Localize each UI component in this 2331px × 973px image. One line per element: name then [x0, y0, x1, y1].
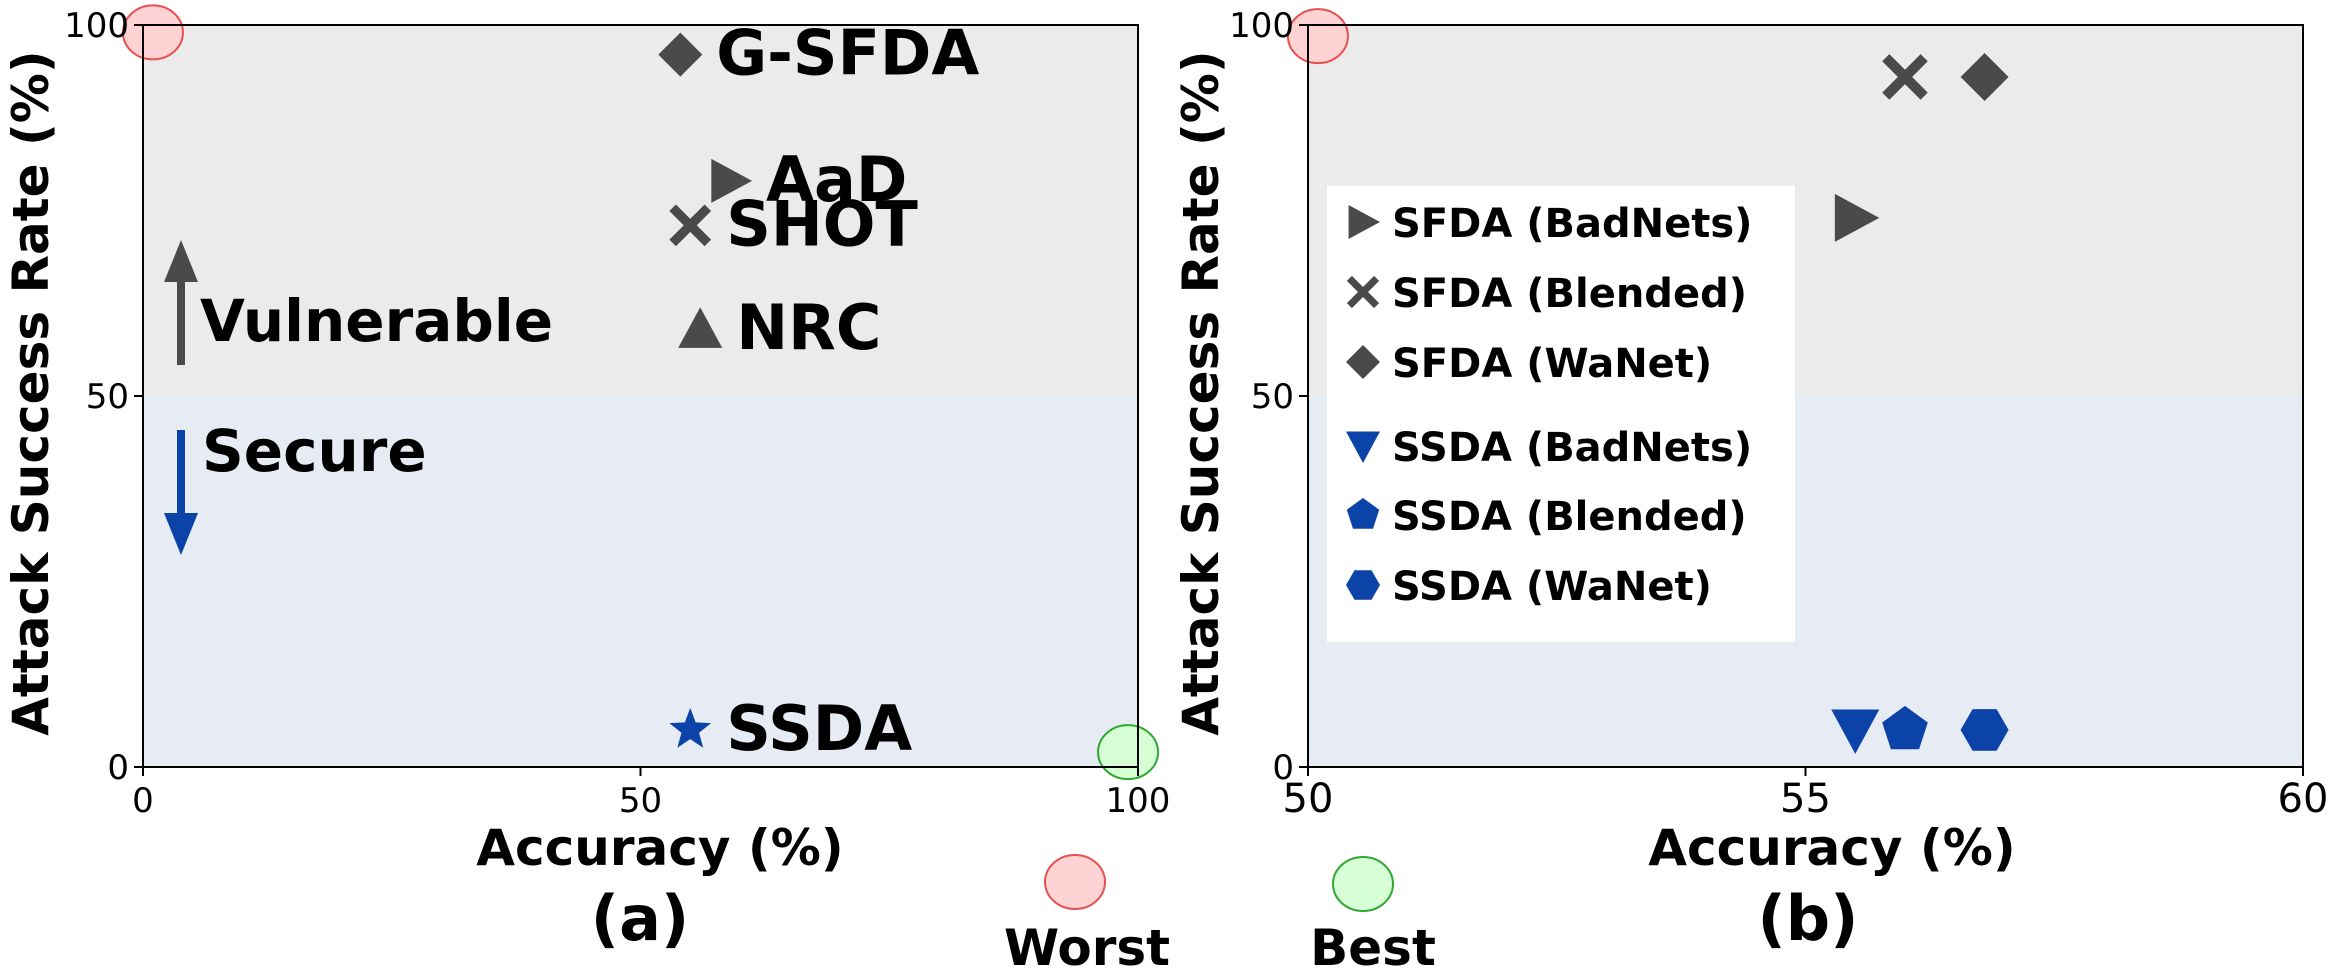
x-axis-label: Accuracy (%)	[476, 819, 843, 877]
data-points	[1831, 52, 2009, 754]
legend-box	[1327, 186, 1795, 642]
x-tick-label: 55	[1780, 776, 1831, 822]
y-tick-label: 50	[1251, 377, 1294, 417]
vulnerable-region	[143, 25, 1138, 396]
y-tick-label: 100	[64, 6, 129, 46]
reference-markers	[121, 4, 1160, 781]
legend-label: SFDA (BadNets)	[1392, 201, 1752, 247]
x-tick-label: 0	[132, 781, 154, 821]
legend-marker	[1348, 205, 1380, 239]
panel-label: (a)	[591, 882, 690, 955]
legend-label: SFDA (Blended)	[1392, 271, 1747, 317]
legend-label: SFDA (WaNet)	[1392, 341, 1712, 387]
secure-arrowhead	[164, 513, 198, 555]
y-axis-label: Attack Success Rate (%)	[2, 50, 60, 736]
vulnerable-arrowhead	[164, 240, 198, 282]
legend-marker	[1346, 345, 1380, 379]
point-label: SHOT	[726, 187, 918, 260]
point-label: NRC	[736, 291, 881, 364]
point-label: G-SFDA	[716, 17, 979, 90]
worst-reference-point	[121, 4, 184, 61]
point-ssda-wanet	[1960, 709, 2009, 751]
point-sfda-badnets	[1834, 193, 1880, 242]
worst-reference-point	[1286, 8, 1349, 65]
legend-label: SSDA (Blended)	[1392, 494, 1747, 540]
legend-marker	[1346, 570, 1380, 600]
point-label: SSDA	[726, 692, 912, 765]
x-axis-label: Accuracy (%)	[1648, 819, 2015, 877]
x-tick-label: 60	[2278, 776, 2329, 822]
secure-region	[143, 396, 1138, 767]
legend-label: SSDA (BadNets)	[1392, 425, 1752, 471]
legend-marker	[1346, 498, 1380, 529]
y-tick-label: 50	[86, 377, 129, 417]
point-nrc	[678, 307, 723, 348]
best-reference-point	[1097, 724, 1160, 781]
point-ssda-blended	[1882, 705, 1928, 750]
secure-label: Secure	[202, 417, 427, 485]
x-tick-label: 100	[1106, 781, 1171, 821]
x-tick-label: 50	[619, 781, 662, 821]
point-sfda-blended	[1882, 54, 1928, 100]
point-ssda	[669, 707, 712, 748]
y-axis-label: Attack Success Rate (%)	[1172, 50, 1230, 736]
region-arrows	[164, 240, 198, 555]
axis-ticks: 0 50 100 0 50 100	[64, 6, 1170, 821]
y-tick-label: 100	[1229, 6, 1294, 46]
y-tick-label: 0	[107, 748, 129, 788]
vulnerable-label: Vulnerable	[200, 287, 553, 355]
legend-label: SSDA (WaNet)	[1392, 564, 1712, 610]
point-label: AaD	[766, 143, 907, 216]
reference-markers	[1286, 8, 1349, 65]
point-g-sfda	[658, 32, 703, 77]
worst-label: Worst	[1004, 919, 1170, 969]
x-tick-label: 50	[1283, 776, 1334, 822]
reference-key: Worst Best	[1004, 854, 1436, 973]
legend: SFDA (BadNets) SFDA (Blended) SFDA (WaNet)…	[1327, 186, 1795, 642]
legend-marker	[1346, 275, 1380, 309]
point-shot	[669, 204, 712, 247]
worst-marker	[1044, 854, 1106, 910]
best-label: Best	[1310, 919, 1436, 969]
panel-label: (b)	[1757, 882, 1858, 955]
point-aad	[711, 158, 753, 203]
point-sfda-wanet	[1960, 52, 2009, 101]
y-tick-label: 0	[1272, 748, 1294, 788]
point-ssda-badnets	[1831, 709, 1880, 754]
legend-marker	[1346, 431, 1380, 463]
best-marker	[1332, 856, 1394, 912]
